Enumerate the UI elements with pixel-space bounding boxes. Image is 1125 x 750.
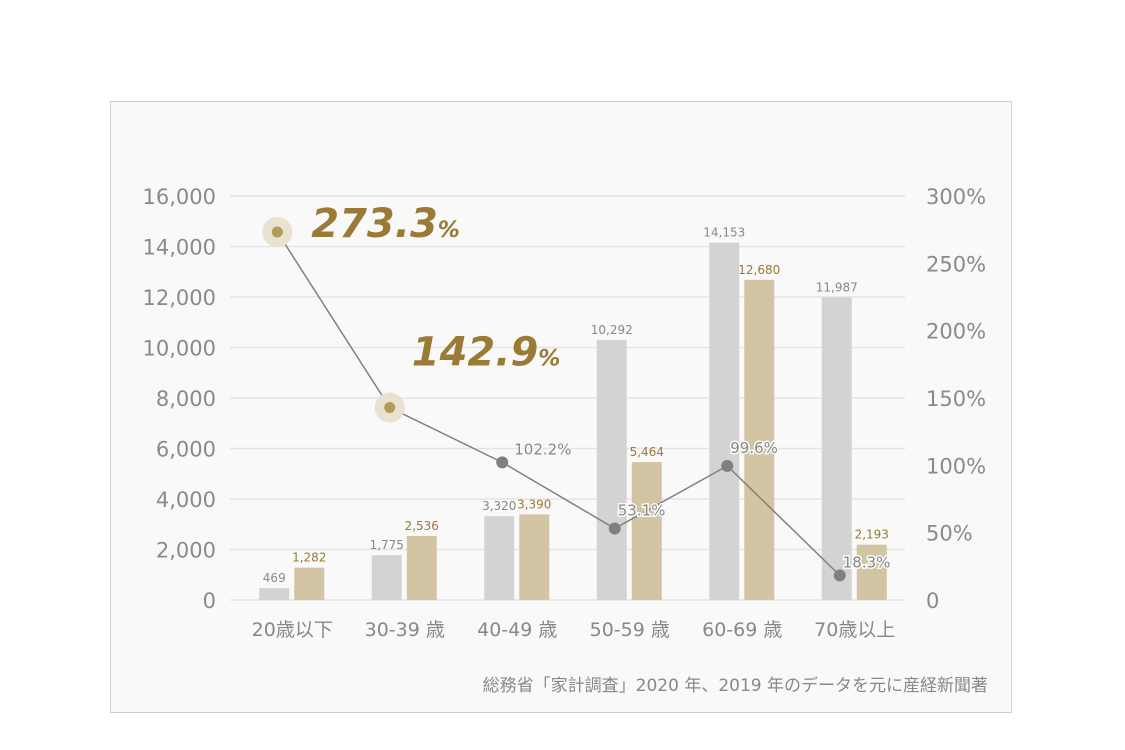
chart-frame <box>110 101 1012 713</box>
bar-value-label: 5,464 <box>630 445 664 459</box>
y-tick-label: 14,000 <box>143 236 216 260</box>
bar-value-label: 10,292 <box>591 323 633 337</box>
bar-value-label: 3,320 <box>482 499 516 513</box>
y-tick-label: 8,000 <box>156 387 216 411</box>
y2-tick-label: 100% <box>926 454 986 478</box>
y-tick-label: 16,000 <box>143 185 216 209</box>
bar-2020 <box>856 544 887 600</box>
bar-2019 <box>596 340 627 600</box>
bar-value-label: 14,153 <box>703 226 745 240</box>
bar-2020 <box>519 514 550 600</box>
bar-2019 <box>484 516 515 600</box>
x-tick-label: 30-39 歳 <box>365 619 445 641</box>
y-tick-label: 4,000 <box>156 488 216 512</box>
ratio-point <box>384 402 396 414</box>
ratio-label: 53.1% <box>618 501 666 519</box>
bar-2020 <box>406 535 437 600</box>
x-tick-label: 50-59 歳 <box>590 619 670 641</box>
highlight-label: 142.9% <box>412 330 561 376</box>
x-tick-label: 70歳以上 <box>814 619 895 641</box>
highlight-value: 142.9 <box>412 330 539 376</box>
y2-tick-label: 150% <box>926 387 986 411</box>
y2-tick-label: 250% <box>926 252 986 276</box>
ratio-label: 99.6% <box>730 439 778 457</box>
bar-2019 <box>259 588 290 600</box>
y2-tick-label: 300% <box>926 185 986 209</box>
ratio-point <box>496 456 509 469</box>
bar-value-label: 1,282 <box>292 551 326 565</box>
y2-tick-label: 50% <box>926 522 973 546</box>
y2-tick-label: 200% <box>926 320 986 344</box>
bar-2020 <box>744 279 775 600</box>
highlight-percent: % <box>538 347 560 372</box>
y-tick-label: 6,000 <box>156 438 216 462</box>
source-note: 総務省「家計調査」2020 年、2019 年のデータを元に産経新聞著 <box>482 676 988 696</box>
bar-value-label: 1,775 <box>370 538 404 552</box>
y-tick-label: 2,000 <box>156 539 216 563</box>
y2-tick-label: 0 <box>926 589 939 613</box>
bar-value-label: 11,987 <box>816 280 858 294</box>
bar-value-label: 12,680 <box>738 263 780 277</box>
y-tick-label: 12,000 <box>143 286 216 310</box>
y-tick-label: 10,000 <box>143 337 216 361</box>
x-tick-label: 60-69 歳 <box>702 619 782 641</box>
ratio-line <box>276 231 841 576</box>
ratio-label: 18.3% <box>843 553 891 571</box>
ratio-point <box>608 522 621 535</box>
bar-2019 <box>709 242 740 600</box>
ratio-point <box>271 226 283 238</box>
ratio-label: 102.2% <box>514 440 571 458</box>
bar-value-label: 469 <box>263 571 286 585</box>
ratio-point <box>721 459 734 472</box>
highlight-percent: % <box>438 218 460 243</box>
bar-value-label: 2,536 <box>405 519 439 533</box>
highlight-label: 273.3% <box>311 201 460 247</box>
x-tick-label: 40-49 歳 <box>477 619 557 641</box>
bar-2020 <box>631 462 662 600</box>
bar-value-label: 3,390 <box>517 497 551 511</box>
bar-2020 <box>294 567 325 600</box>
bar-value-label: 2,193 <box>855 528 889 542</box>
y-tick-label: 0 <box>203 589 216 613</box>
highlight-value: 273.3 <box>311 201 438 247</box>
ratio-point <box>833 569 846 582</box>
bar-2019 <box>821 297 852 600</box>
x-tick-label: 20歳以下 <box>252 619 333 641</box>
bar-2019 <box>371 555 402 600</box>
